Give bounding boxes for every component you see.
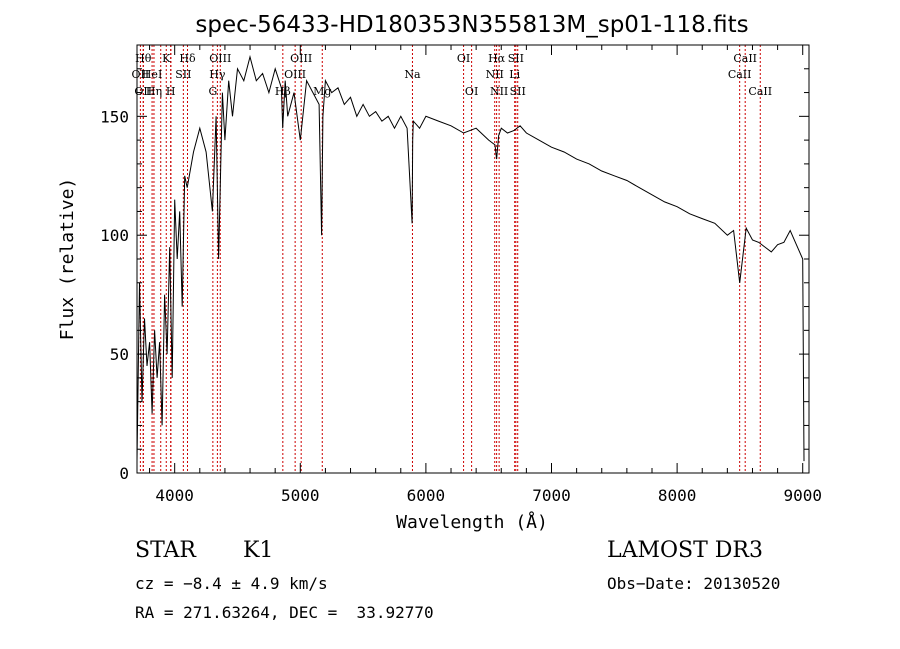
line-marker-label: SII: [510, 85, 526, 98]
chart-title: spec-56433-HD180353N355813M_sp01-118.fit…: [195, 12, 748, 38]
x-axis: 4000 5000 6000 7000 8000 9000: [149, 45, 822, 505]
x-tick-label: 4000: [155, 486, 194, 505]
x-tick-label: 5000: [281, 486, 320, 505]
line-marker-label: OII: [132, 68, 150, 81]
line-marker-label: Li: [509, 68, 520, 81]
line-marker-label: Hβ: [275, 85, 291, 98]
line-marker-label: G: [208, 85, 217, 98]
observation-date: Obs−Date: 20130520: [607, 574, 781, 593]
survey-name: LAMOST DR3: [607, 538, 763, 563]
line-marker-label: Hη: [146, 85, 162, 98]
line-marker-label: OI: [457, 52, 470, 65]
line-marker-label: SII: [175, 68, 191, 81]
x-tick-label: 9000: [783, 486, 822, 505]
line-marker-label: OII: [134, 85, 152, 98]
line-marker-label: K: [162, 52, 171, 65]
line-marker-label: CaII: [733, 52, 757, 65]
spectrum-line: [136, 54, 805, 462]
line-marker-label: Hθ: [135, 52, 152, 65]
y-axis-label: Flux (relative): [57, 178, 78, 341]
object-subclass: K1: [243, 538, 274, 563]
y-tick-label: 0: [119, 464, 129, 483]
line-marker-label: OI: [465, 85, 478, 98]
line-marker-label: SII: [508, 52, 524, 65]
line-marker-label: HeI: [142, 68, 162, 81]
line-marker-label: H: [166, 85, 176, 98]
line-marker-label: NII: [486, 68, 504, 81]
line-marker-label: CaII: [748, 85, 772, 98]
y-tick-label: 100: [100, 226, 129, 245]
line-marker-label: OIII: [209, 52, 231, 65]
y-axis: 0 50 100 150: [100, 68, 809, 483]
redshift-cz: cz = −8.4 ± 4.9 km/s: [135, 574, 328, 593]
x-axis-label: Wavelength (Å): [396, 511, 548, 533]
line-marker-label: CaII: [728, 68, 752, 81]
line-marker-label: NII: [490, 85, 508, 98]
x-tick-label: 8000: [658, 486, 697, 505]
x-tick-label: 7000: [532, 486, 571, 505]
line-marker-label: Hα: [488, 52, 506, 65]
spectral-line-labels: HθOIIOIIHeIHηKHSIIHδGHγOIIIHβOIIIOIIIMgN…: [132, 52, 773, 98]
ra-dec-coordinates: RA = 271.63264, DEC = 33.92770: [135, 603, 434, 622]
line-marker-label: OIII: [284, 68, 306, 81]
x-tick-label: 6000: [407, 486, 446, 505]
line-marker-label: Na: [404, 68, 421, 81]
spectral-line-markers: [139, 45, 761, 473]
line-marker-label: OIII: [290, 52, 312, 65]
y-tick-label: 50: [110, 345, 129, 364]
object-class: STAR: [135, 538, 196, 563]
line-marker-label: Mg: [313, 85, 331, 98]
plot-frame: [136, 44, 810, 474]
line-marker-label: Hδ: [179, 52, 196, 65]
line-marker-label: Hγ: [209, 68, 226, 81]
y-tick-label: 150: [100, 107, 129, 126]
